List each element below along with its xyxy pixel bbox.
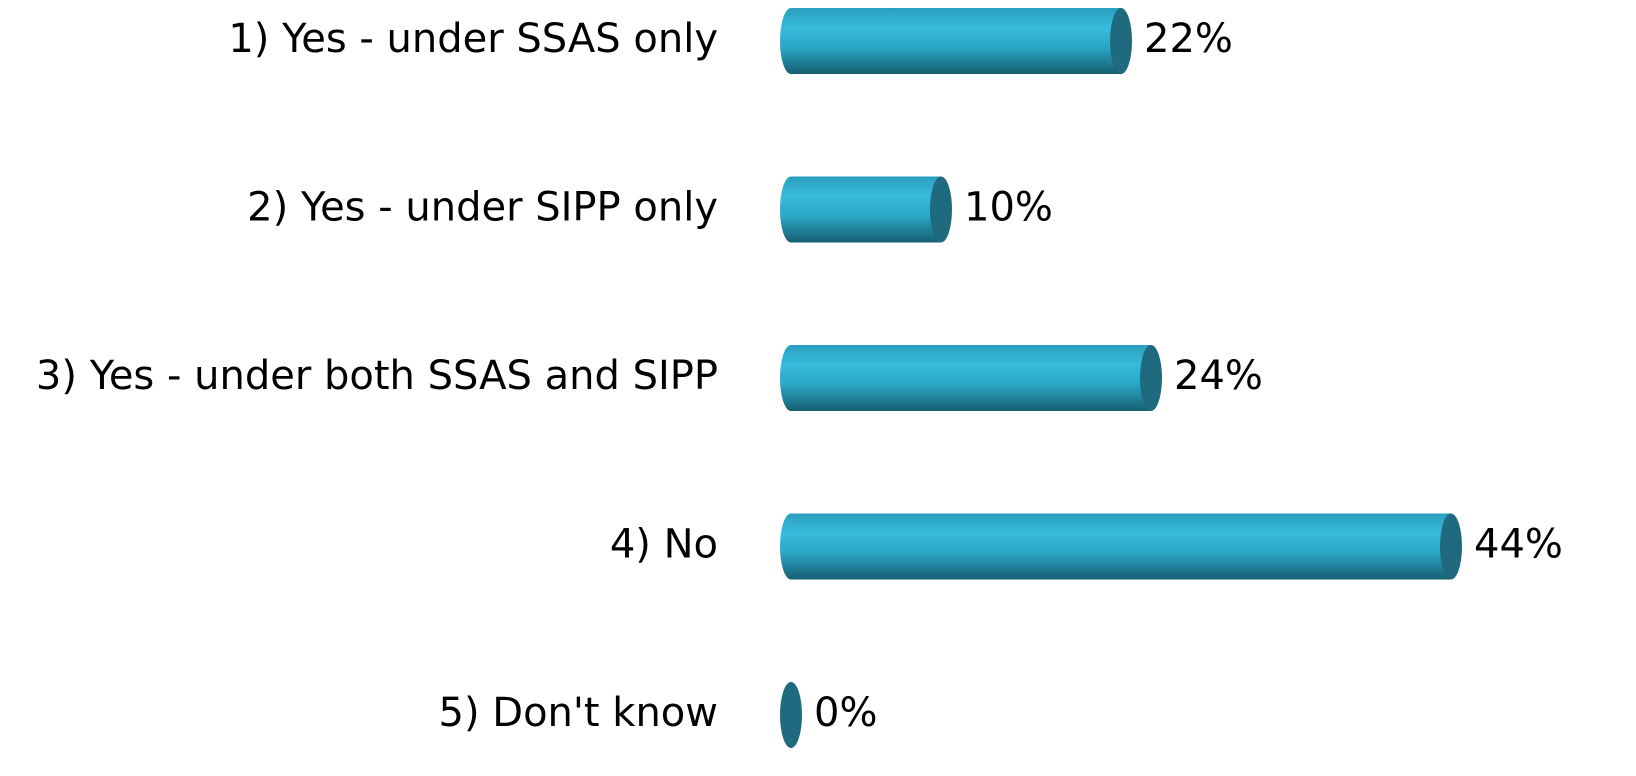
- category-label: 1) Yes - under SSAS only: [228, 16, 718, 62]
- value-label: 10%: [964, 185, 1053, 231]
- bar: [791, 8, 1121, 74]
- category-label: 4) No: [610, 522, 718, 568]
- bar-cap: [1140, 345, 1162, 411]
- category-label: 3) Yes - under both SSAS and SIPP: [36, 353, 718, 399]
- category-label: 2) Yes - under SIPP only: [247, 185, 718, 231]
- bar-cap: [1110, 8, 1132, 74]
- value-label: 24%: [1174, 353, 1263, 399]
- bar: [791, 513, 1451, 580]
- bar-cap: [780, 682, 802, 748]
- value-label: 22%: [1144, 16, 1233, 62]
- value-label: 0%: [814, 690, 877, 736]
- bar: [791, 345, 1151, 411]
- bar-cap: [930, 176, 952, 243]
- bar-cap: [1440, 513, 1462, 580]
- category-label: 5) Don't know: [439, 690, 719, 736]
- value-label: 44%: [1474, 522, 1563, 568]
- bar: [791, 176, 941, 243]
